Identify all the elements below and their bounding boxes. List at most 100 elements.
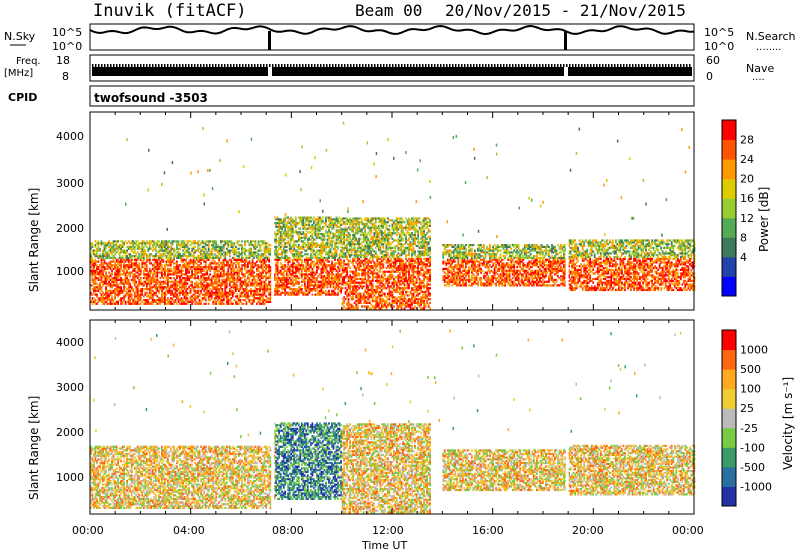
heatmap-cell — [364, 230, 366, 232]
heatmap-cell — [135, 253, 137, 255]
heatmap-cell — [337, 246, 339, 248]
heatmap-cell — [134, 297, 136, 299]
freq-dot — [470, 64, 472, 67]
heatmap-cell — [113, 259, 115, 261]
freq-dot — [521, 64, 523, 67]
heatmap-cell — [111, 277, 113, 279]
heatmap-cell — [308, 264, 310, 266]
heatmap-cell — [184, 240, 186, 242]
heatmap-cell — [364, 269, 366, 271]
heatmap-cell — [187, 288, 189, 290]
freq-dot — [641, 64, 643, 67]
freq-dot — [587, 64, 589, 67]
freq-dot — [161, 64, 163, 67]
freq-dot — [245, 64, 247, 67]
station-title: Inuvik (fitACF) — [93, 1, 247, 21]
freq-dot — [356, 64, 358, 67]
heatmap-cell — [172, 242, 174, 244]
freq-dot — [308, 64, 310, 67]
heatmap-cell — [372, 258, 374, 260]
heatmap-cell — [325, 220, 327, 222]
heatmap-cell — [334, 264, 336, 266]
heatmap-cell — [308, 217, 310, 219]
heatmap-cell — [336, 253, 338, 255]
freq-dot — [479, 64, 481, 67]
freq-dot — [425, 64, 427, 67]
freq-dot — [485, 64, 487, 67]
freq-dot — [434, 64, 436, 67]
heatmap-cell — [375, 247, 377, 249]
heatmap-cell — [194, 246, 196, 248]
heatmap-cell — [122, 240, 124, 242]
heatmap-cell — [170, 277, 172, 279]
freq-dot — [377, 64, 379, 67]
heatmap-cell — [230, 240, 232, 242]
heatmap-cell — [233, 262, 235, 264]
heatmap-cell — [98, 286, 100, 288]
heatmap-cell — [187, 297, 189, 299]
heatmap-cell — [293, 279, 295, 281]
heatmap-cell — [197, 275, 199, 277]
heatmap-cell — [233, 292, 235, 294]
freq-dot — [371, 64, 373, 67]
heatmap-cell — [143, 240, 145, 242]
heatmap-cell — [131, 259, 133, 261]
heatmap-cell — [141, 301, 143, 303]
freq-dot — [530, 64, 532, 67]
heatmap-cell — [298, 270, 300, 272]
freq-label-2: [MHz] — [4, 68, 33, 79]
heatmap-cell — [241, 270, 243, 272]
heatmap-cell — [343, 241, 345, 243]
heatmap-cell — [111, 242, 113, 244]
heatmap-cell — [249, 277, 251, 279]
heatmap-cell — [339, 217, 341, 219]
heatmap-cell — [369, 258, 371, 260]
freq-dot — [170, 64, 172, 67]
heatmap-cell — [354, 236, 356, 238]
heatmap-cell — [264, 275, 266, 277]
freq-dot — [119, 64, 121, 67]
freq-dot — [473, 64, 475, 67]
heatmap-cell — [215, 303, 217, 305]
heatmap-cell — [354, 252, 356, 254]
heatmap-cell — [324, 264, 326, 266]
heatmap-cell — [354, 243, 356, 245]
heatmap-cell — [324, 257, 326, 259]
heatmap-cell — [230, 297, 232, 299]
heatmap-cell — [375, 307, 377, 309]
heatmap-cell — [264, 292, 266, 294]
freq-dot — [266, 64, 268, 67]
freq-dot — [233, 64, 235, 67]
heatmap-cell — [202, 294, 204, 296]
heatmap-cell — [324, 233, 326, 235]
nave-tick-top: 60 — [706, 54, 720, 67]
freq-dot — [359, 64, 361, 67]
heatmap-cell — [156, 299, 158, 301]
heatmap-cell — [218, 248, 220, 250]
freq-dot — [560, 64, 562, 67]
heatmap-cell — [111, 270, 113, 272]
freq-dot — [464, 64, 466, 67]
freq-dot — [413, 64, 415, 67]
freq-dot — [620, 64, 622, 67]
freq-dot — [686, 64, 688, 67]
freq-dot — [128, 64, 130, 67]
heatmap-cell — [141, 248, 143, 250]
freq-dot — [179, 64, 181, 67]
heatmap-cell — [188, 270, 190, 272]
freq-dot — [611, 64, 613, 67]
heatmap-cell — [264, 253, 266, 255]
heatmap-cell — [264, 266, 266, 268]
heatmap-cell — [360, 263, 362, 265]
heatmap-cell — [352, 305, 354, 307]
freq-dot — [320, 64, 322, 67]
heatmap-cell — [264, 242, 266, 244]
heatmap-cell — [293, 272, 295, 274]
heatmap-cell — [190, 292, 192, 294]
heatmap-cell — [372, 283, 374, 285]
heatmap-cell — [150, 262, 152, 264]
heatmap-cell — [358, 225, 360, 227]
heatmap-cell — [218, 301, 220, 303]
heatmap-cell — [339, 229, 341, 231]
heatmap-cell — [369, 296, 371, 298]
